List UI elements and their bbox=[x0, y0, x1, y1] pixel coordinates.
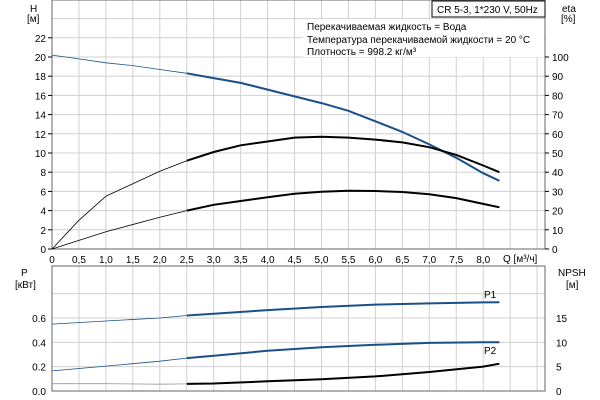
p2-curve bbox=[186, 341, 500, 360]
p-axis-unit: [кВт] bbox=[15, 280, 36, 291]
npsh-tick-label: 0 bbox=[556, 387, 562, 398]
h-tick-label: 16 bbox=[35, 91, 47, 102]
p1-curve-thin bbox=[51, 315, 187, 325]
q-tick-label: 6,0 bbox=[368, 255, 382, 266]
eta-tick-label: 10 bbox=[552, 226, 564, 237]
h-curve-thin bbox=[51, 54, 187, 74]
legend-box-text: CR 5-3, 1*230 V, 50Hz bbox=[437, 5, 538, 16]
p-axis-label: P bbox=[21, 268, 28, 279]
h-tick-label: 0 bbox=[40, 245, 46, 256]
p-tick-label: 0.0 bbox=[32, 387, 46, 398]
p-tick-label: 0.2 bbox=[32, 363, 46, 374]
eta-tick-label: 60 bbox=[552, 130, 564, 141]
h-axis-unit: [м] bbox=[27, 14, 40, 25]
npsh-tick-label: 10 bbox=[556, 338, 568, 349]
p1-curve bbox=[186, 301, 500, 317]
q-tick-label: 6,5 bbox=[395, 255, 409, 266]
q-tick-label: 0 bbox=[49, 255, 55, 266]
q-tick-label: 3,5 bbox=[234, 255, 248, 266]
eta-tick-label: 30 bbox=[552, 187, 564, 198]
q-tick-label: 7,5 bbox=[449, 255, 463, 266]
eta-tick-label: 100 bbox=[552, 53, 569, 64]
h-tick-label: 22 bbox=[35, 34, 47, 45]
p2-curve-thin bbox=[51, 357, 187, 372]
h-axis-label: H bbox=[30, 4, 37, 15]
h-tick-label: 6 bbox=[40, 187, 46, 198]
info-line-1: Перекачиваемая жидкость = Вода bbox=[307, 22, 467, 33]
h-tick-label: 14 bbox=[35, 111, 47, 122]
info-box bbox=[303, 19, 544, 57]
eta-tick-label: 0 bbox=[552, 245, 558, 256]
q-tick-label: 2,5 bbox=[180, 255, 194, 266]
info-line-2: Температура перекачиваемой жидкости = 20… bbox=[307, 35, 530, 46]
eta-total-curve bbox=[186, 189, 500, 212]
eta-tick-label: 20 bbox=[552, 207, 564, 218]
q-tick-label: 2,0 bbox=[153, 255, 167, 266]
h-tick-label: 20 bbox=[35, 53, 47, 64]
h-tick-label: 8 bbox=[40, 168, 46, 179]
eta-pump-curve bbox=[186, 135, 500, 174]
q-tick-label: 3,0 bbox=[207, 255, 221, 266]
h-tick-label: 4 bbox=[40, 207, 46, 218]
h-tick-label: 18 bbox=[35, 72, 47, 83]
npsh-tick-label: 15 bbox=[556, 314, 568, 325]
eta-tick-label: 50 bbox=[552, 149, 564, 160]
eta-pump-curve-thin bbox=[51, 160, 187, 250]
q-tick-label: 1,5 bbox=[126, 255, 140, 266]
eta-tick-label: 40 bbox=[552, 168, 564, 179]
eta-total-curve-thin bbox=[51, 210, 187, 250]
info-line-3: Плотность = 998.2 кг/м³ bbox=[307, 47, 417, 58]
npsh-tick-label: 5 bbox=[556, 363, 562, 374]
q-tick-label: 5,0 bbox=[315, 255, 329, 266]
eta-tick-label: 70 bbox=[552, 111, 564, 122]
h-tick-label: 10 bbox=[35, 149, 47, 160]
npsh-curve bbox=[186, 362, 500, 385]
npsh-curve-thin bbox=[52, 383, 187, 385]
q-tick-label: 7,0 bbox=[422, 255, 436, 266]
top-plot-frame bbox=[51, 0, 546, 250]
eta-tick-label: 90 bbox=[552, 72, 564, 83]
q-axis-label: Q [м³/ч] bbox=[503, 254, 538, 265]
legend-box bbox=[431, 0, 546, 18]
q-tick-label: 5,5 bbox=[341, 255, 355, 266]
npsh-axis-label: NPSH bbox=[558, 268, 586, 279]
h-tick-label: 2 bbox=[40, 226, 46, 237]
h-curve bbox=[186, 72, 500, 182]
eta-tick-label: 80 bbox=[552, 91, 564, 102]
eta-axis-label: eta bbox=[562, 4, 576, 15]
h-tick-label: 12 bbox=[35, 130, 47, 141]
eta-axis-unit: [%] bbox=[561, 14, 576, 25]
p1-label: P1 bbox=[484, 290, 497, 301]
p2-label: P2 bbox=[484, 346, 497, 357]
q-tick-label: 0,5 bbox=[72, 255, 86, 266]
bottom-plot-frame bbox=[51, 265, 546, 392]
q-tick-label: 1,0 bbox=[99, 255, 113, 266]
p-tick-label: 0.6 bbox=[32, 314, 46, 325]
npsh-axis-unit: [м] bbox=[566, 280, 579, 291]
q-tick-label: 4,5 bbox=[288, 255, 302, 266]
p-tick-label: 0.4 bbox=[32, 338, 46, 349]
q-label-bg bbox=[500, 252, 544, 265]
q-tick-label: 8,0 bbox=[476, 255, 490, 266]
q-tick-label: 4,0 bbox=[261, 255, 275, 266]
